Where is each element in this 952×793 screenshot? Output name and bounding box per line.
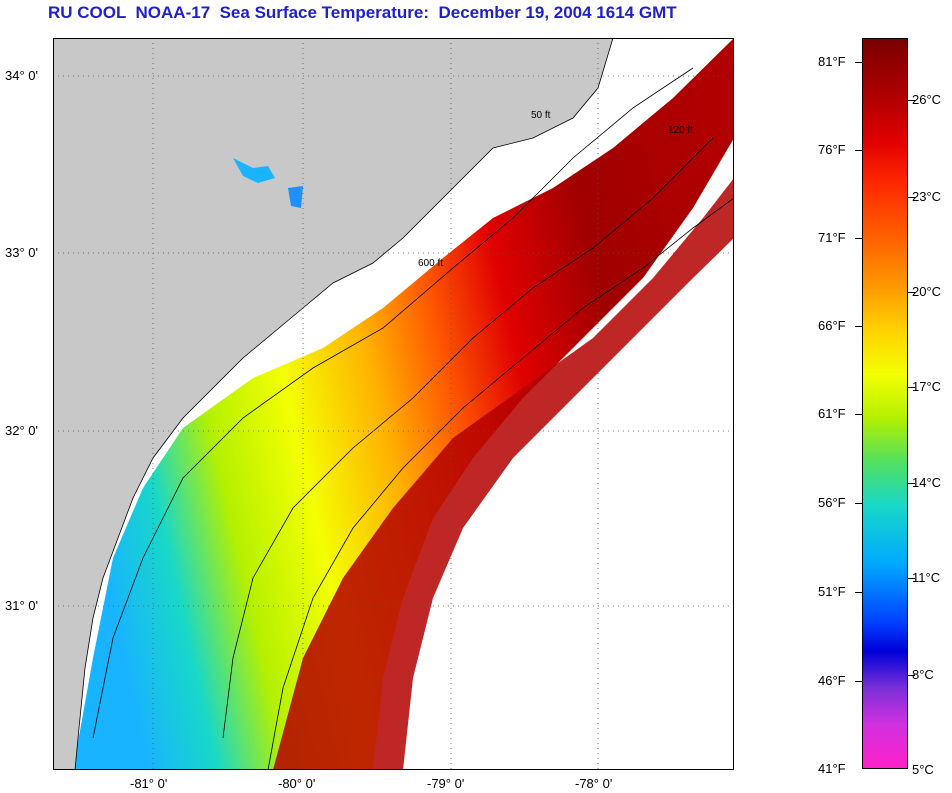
colorbar-c-label: 17°C	[912, 379, 942, 394]
colorbar-tick	[908, 483, 915, 484]
lat-label: 32° 0'	[5, 423, 38, 438]
map-title: RU COOL NOAA-17 Sea Surface Temperature:…	[48, 3, 677, 22]
lon-label: -79° 0'	[427, 776, 465, 791]
colorbar-tick	[855, 681, 862, 682]
colorbar-f-label: 56°F	[818, 495, 846, 510]
colorbar-tick	[908, 292, 915, 293]
lon-label: -80° 0'	[278, 776, 316, 791]
colorbar-tick	[908, 675, 915, 676]
colorbar-f-label: 51°F	[818, 584, 846, 599]
colorbar-tick	[855, 503, 862, 504]
colorbar-f-label: 71°F	[818, 230, 846, 245]
colorbar-c-label: 8°C	[912, 667, 934, 682]
sst-map: 50 ft 120 ft 600 ft	[53, 38, 734, 770]
sst-field	[73, 38, 734, 770]
lon-label: -81° 0'	[130, 776, 168, 791]
lat-label: 33° 0'	[5, 245, 38, 260]
lake	[288, 186, 303, 208]
colorbar-tick	[855, 238, 862, 239]
colorbar-c-label: 26°C	[912, 92, 942, 107]
colorbar-f-label: 46°F	[818, 673, 846, 688]
colorbar-c-label: 14°C	[912, 475, 942, 490]
colorbar-f-label: 81°F	[818, 54, 846, 69]
colorbar-c-label: 23°C	[912, 189, 942, 204]
colorbar-f-label: 76°F	[818, 142, 846, 157]
lat-label: 31° 0'	[5, 598, 38, 613]
colorbar-tick	[908, 578, 915, 579]
colorbar-tick	[855, 592, 862, 593]
colorbar-tick	[855, 326, 862, 327]
colorbar-tick	[908, 197, 915, 198]
colorbar-f-label: 41°F	[818, 761, 846, 776]
contour-label: 50 ft	[531, 110, 551, 121]
colorbar-tick	[855, 150, 862, 151]
contour-label: 120 ft	[668, 125, 693, 136]
colorbar-f-label: 66°F	[818, 318, 846, 333]
colorbar-c-label: 5°C	[912, 762, 934, 777]
map-frame	[53, 38, 734, 770]
colorbar-tick	[908, 100, 915, 101]
land	[53, 38, 614, 770]
contour-50ft	[92, 67, 694, 739]
contour-label: 600 ft	[418, 258, 443, 269]
colorbar-c-label: 20°C	[912, 284, 942, 299]
colorbar-f-label: 61°F	[818, 406, 846, 421]
gulf-stream-core	[273, 178, 734, 770]
graticule	[53, 38, 734, 770]
lat-label: 34° 0'	[5, 68, 38, 83]
colorbar-tick	[855, 414, 862, 415]
lake	[233, 158, 275, 183]
contour-120ft	[222, 137, 714, 739]
colorbar-tick	[855, 62, 862, 63]
lon-label: -78° 0'	[575, 776, 613, 791]
colorbar-tick	[908, 387, 915, 388]
colorbar	[862, 38, 908, 769]
colorbar-c-label: 11°C	[912, 570, 941, 585]
